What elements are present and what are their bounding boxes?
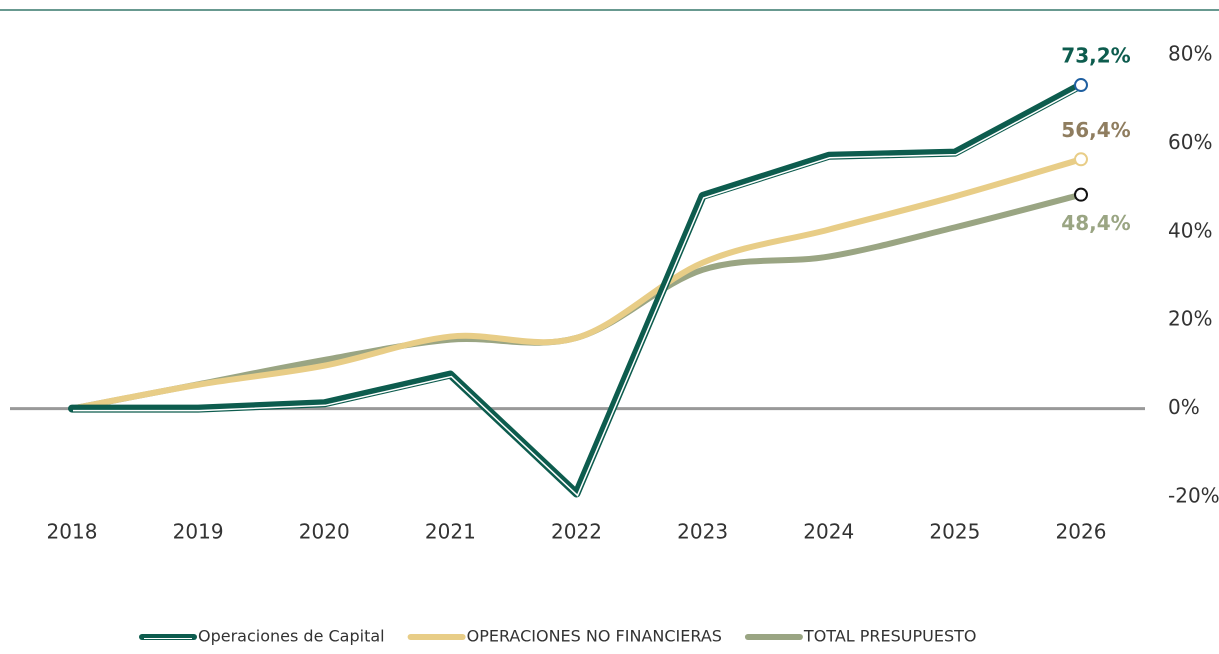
data-label: 73,2% [1061,44,1130,68]
end-marker [1074,187,1088,202]
x-tick-label: 2024 [803,520,854,544]
x-tick-label: 2021 [425,520,476,544]
x-tick-label: 2018 [47,520,98,544]
series-line [69,191,1084,412]
series-line [68,81,1085,498]
x-tick-label: 2022 [551,520,602,544]
data-label: 56,4% [1061,118,1130,142]
x-tick-label: 2019 [173,520,224,544]
x-tick-label: 2025 [929,520,980,544]
legend-label: Operaciones de Capital [198,627,385,646]
x-tick-label: 2020 [299,520,350,544]
data-label: 48,4% [1061,211,1130,235]
x-tick-label: 2026 [1056,520,1107,544]
end-marker [1074,152,1088,167]
y-tick-label: 80% [1168,42,1212,66]
y-tick-label: 0% [1168,395,1200,419]
x-tick-label: 2023 [677,520,728,544]
y-tick-label: 20% [1168,307,1212,331]
series-line-inner [73,86,1083,497]
legend: Operaciones de Capital OPERACIONES NO FIN… [139,627,977,646]
legend-label: TOTAL PRESUPUESTO [803,627,977,646]
series-line [69,156,1084,412]
y-tick-label: 60% [1168,130,1212,154]
y-tick-label: -20% [1168,484,1219,508]
y-tick-label: 40% [1168,218,1212,242]
legend-label: OPERACIONES NO FINANCIERAS [467,627,722,646]
end-marker [1074,78,1088,93]
